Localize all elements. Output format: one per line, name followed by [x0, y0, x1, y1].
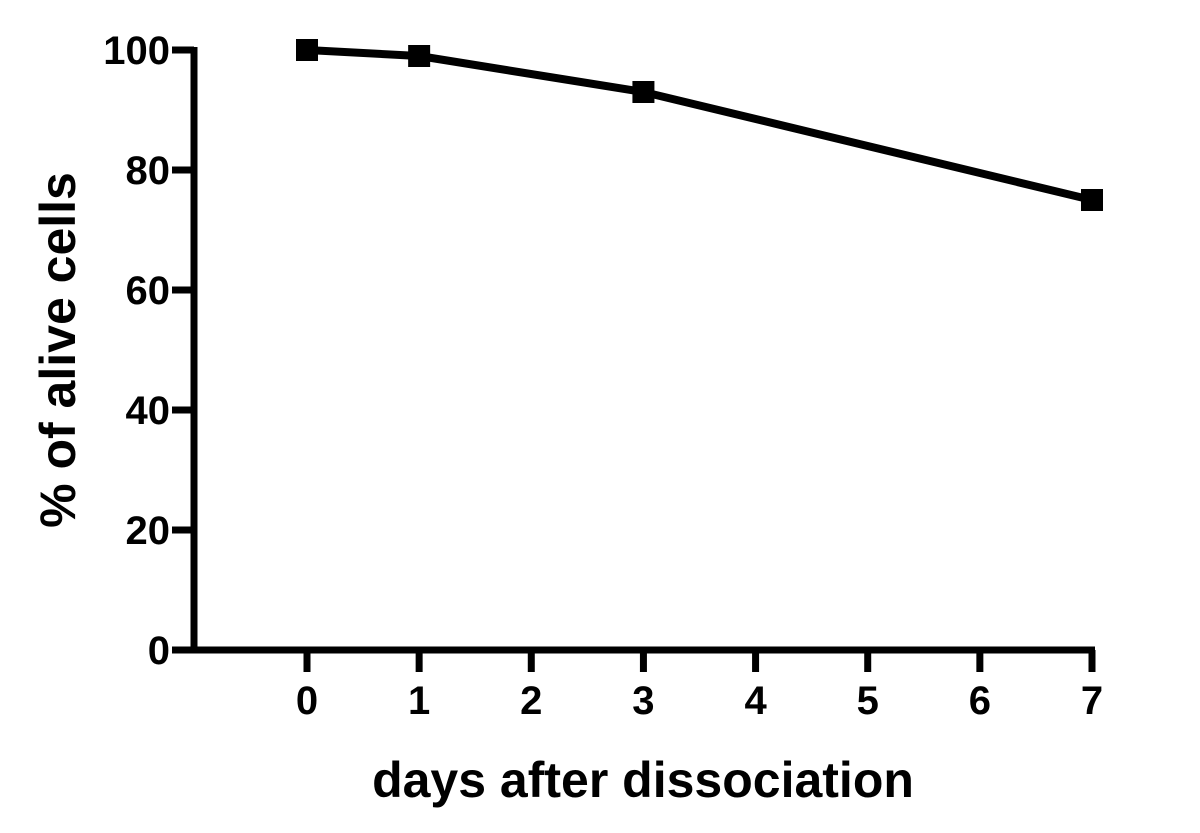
x-tick-label: 0	[296, 679, 318, 723]
x-tick-label: 5	[857, 679, 879, 723]
x-axis-title: days after dissociation	[372, 752, 914, 808]
x-tick-label: 7	[1081, 679, 1103, 723]
data-point-marker	[1081, 189, 1103, 211]
data-point-marker	[408, 45, 431, 67]
y-axis-title: % of alive cells	[30, 172, 86, 528]
x-tick-label: 3	[632, 679, 654, 723]
axes	[190, 47, 1095, 654]
y-tick-label: 20	[126, 509, 171, 553]
x-tick-label: 2	[520, 679, 542, 723]
y-tick-label: 60	[126, 269, 171, 313]
series-line	[306, 46, 1093, 204]
data-point-marker	[632, 81, 655, 103]
plot-area	[296, 39, 1103, 211]
y-axis-ticks: 0 20 40 60 80 100	[103, 29, 194, 673]
y-tick-label: 100	[103, 29, 170, 73]
x-tick-label: 4	[744, 679, 767, 723]
x-axis-ticks: 0 1 2 3 4 5 6 7	[296, 650, 1103, 723]
data-point-marker	[296, 39, 318, 61]
x-tick-label: 1	[408, 679, 430, 723]
x-tick-label: 6	[969, 679, 991, 723]
y-tick-label: 80	[126, 149, 171, 193]
y-tick-label: 40	[126, 389, 171, 433]
y-tick-label: 0	[148, 629, 170, 673]
